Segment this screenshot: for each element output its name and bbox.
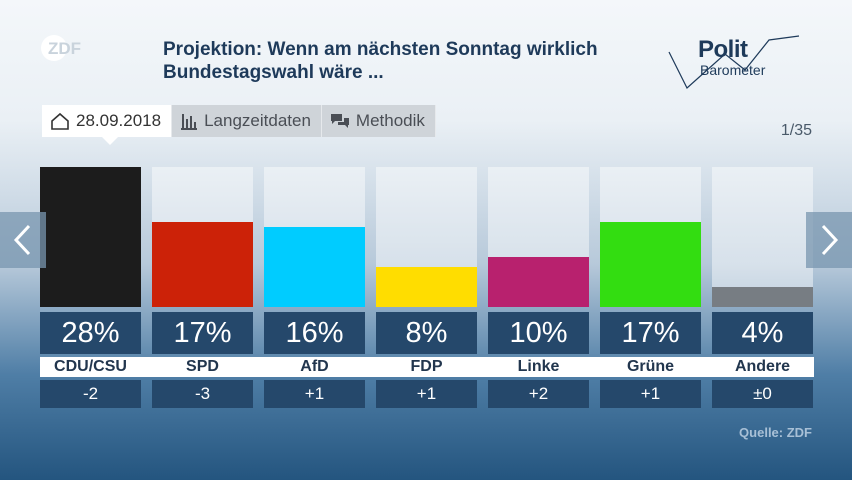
- bar-track: [488, 167, 589, 307]
- bar: [40, 167, 141, 307]
- value-label: 8%: [376, 312, 477, 354]
- change-label: +1: [264, 380, 365, 408]
- title-line-2: Bundestagswahl wäre ...: [163, 62, 384, 83]
- bar-track: [152, 167, 253, 307]
- title-line-1: Projektion: Wenn am nächsten Sonntag wir…: [163, 39, 598, 60]
- value-label: 17%: [600, 312, 701, 354]
- home-icon: [50, 112, 70, 130]
- value-label: 17%: [152, 312, 253, 354]
- bar: [264, 227, 365, 307]
- bar-track: [712, 167, 813, 307]
- logo-polit-text: Polit: [698, 36, 748, 63]
- bar: [712, 287, 813, 307]
- source-label: Quelle: ZDF: [739, 425, 812, 440]
- bar-track: [600, 167, 701, 307]
- poll-bar-chart: 28% CDU/CSU -2 17% SPD -3 16% AfD +1 8% FDP +1 10% Li…: [40, 167, 814, 409]
- chevron-right-icon: [821, 224, 839, 256]
- bar-column-1: 17% SPD -3: [152, 167, 253, 409]
- category-label: SPD: [152, 357, 253, 377]
- bar: [376, 267, 477, 307]
- tab-methodik[interactable]: Methodik: [321, 105, 436, 137]
- bar: [600, 222, 701, 307]
- bar-track: [376, 167, 477, 307]
- page-title: Projektion: Wenn am nächsten Sonntag wir…: [163, 38, 643, 84]
- change-label: +1: [600, 380, 701, 408]
- change-label: +2: [488, 380, 589, 408]
- next-button[interactable]: [806, 212, 852, 268]
- bar-column-6: 4% Andere ±0: [712, 167, 813, 409]
- chevron-left-icon: [13, 224, 31, 256]
- category-label: CDU/CSU: [40, 357, 141, 377]
- bar-chart-icon: [180, 112, 198, 130]
- change-label: ±0: [712, 380, 813, 408]
- bar: [152, 222, 253, 307]
- page-indicator: 1/35: [780, 122, 812, 139]
- bar-column-2: 16% AfD +1: [264, 167, 365, 409]
- value-label: 10%: [488, 312, 589, 354]
- value-label: 28%: [40, 312, 141, 354]
- tab-bar: 28.09.2018 Langzeitdaten Methodik: [42, 105, 436, 145]
- tab-date-label: 28.09.2018: [76, 111, 162, 130]
- category-label: FDP: [376, 357, 477, 377]
- value-label: 16%: [264, 312, 365, 354]
- category-label: Linke: [488, 357, 589, 377]
- bar-column-3: 8% FDP +1: [376, 167, 477, 409]
- bar-track: [40, 167, 141, 307]
- politbarometer-logo: Polit Barometer: [665, 32, 805, 90]
- bar: [488, 257, 589, 307]
- prev-button[interactable]: [0, 212, 46, 268]
- category-label: Andere: [712, 357, 813, 377]
- bar-column-4: 10% Linke +2: [488, 167, 589, 409]
- change-label: -2: [40, 380, 141, 408]
- tab-date[interactable]: 28.09.2018: [42, 105, 173, 145]
- value-label: 4%: [712, 312, 813, 354]
- change-label: -3: [152, 380, 253, 408]
- bar-column-5: 17% Grüne +1: [600, 167, 701, 409]
- bar-track: [264, 167, 365, 307]
- svg-text:ZDF: ZDF: [48, 39, 81, 58]
- tab-langzeitdaten[interactable]: Langzeitdaten: [172, 105, 322, 137]
- change-label: +1: [376, 380, 477, 408]
- bar-column-0: 28% CDU/CSU -2: [40, 167, 141, 409]
- category-label: AfD: [264, 357, 365, 377]
- zdf-logo: ZDF: [41, 35, 81, 61]
- speech-bubbles-icon: [330, 112, 350, 130]
- category-label: Grüne: [600, 357, 701, 377]
- tab-methodik-label: Methodik: [355, 111, 425, 130]
- logo-barometer-text: Barometer: [700, 62, 766, 78]
- tab-langzeitdaten-label: Langzeitdaten: [204, 111, 311, 130]
